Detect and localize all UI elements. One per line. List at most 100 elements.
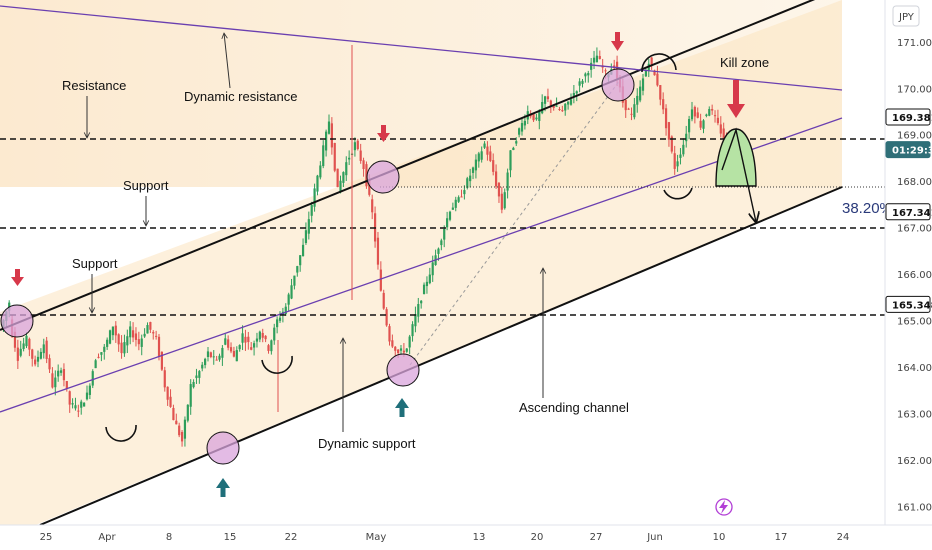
channel-lower-line [39, 186, 843, 526]
candle-body [477, 153, 480, 162]
candle-body [371, 199, 374, 213]
candle-body [22, 343, 25, 350]
candle-body [143, 333, 146, 337]
price-tick-label: 170.000 [897, 84, 932, 95]
candle-body [448, 211, 452, 220]
candle-body [42, 344, 45, 354]
candle-body [155, 335, 158, 337]
candle-body [25, 335, 28, 347]
candle-body [345, 162, 348, 176]
candle-body [123, 342, 126, 354]
candle-body [250, 347, 253, 350]
price-tick-label: 169.000 [897, 131, 932, 142]
candle-body [224, 338, 227, 345]
candle-body [590, 62, 593, 70]
candle-body [227, 339, 230, 348]
lightning-icon[interactable] [715, 498, 733, 516]
candle-body [327, 121, 331, 134]
candle-body [149, 322, 152, 330]
candle-body [244, 336, 247, 343]
candle-body [59, 370, 63, 373]
candle-body [206, 351, 210, 358]
candle-body [584, 73, 587, 77]
candle-body [299, 255, 302, 266]
candle-body [535, 117, 538, 120]
candle-body [114, 325, 117, 336]
candle-body [469, 175, 472, 182]
candle-body [696, 112, 699, 118]
candle-body [296, 266, 299, 273]
price-label-box [885, 141, 931, 159]
currency-box [892, 5, 920, 27]
candle-body [656, 73, 659, 86]
candle-body [157, 336, 161, 357]
candle-body [549, 100, 552, 106]
price-tick-label: 166.000 [897, 270, 932, 281]
candle-body [160, 351, 163, 370]
candle-body [644, 69, 647, 77]
candle-body [523, 120, 526, 126]
candle-body [463, 190, 466, 195]
candle-body [316, 175, 319, 192]
candle-body [679, 154, 682, 158]
candle-body [83, 402, 86, 407]
candle-body [659, 85, 662, 100]
price-labels: 169.381 167.341 165.348 01:29:30 [885, 108, 932, 313]
candle-body [693, 106, 696, 117]
support-upper-label: Support [123, 178, 169, 193]
time-tick-label: 13 [473, 532, 486, 543]
candle-body [238, 345, 241, 350]
candle-body [339, 180, 342, 193]
candle-body [192, 382, 195, 388]
candle-body [641, 78, 645, 91]
candle-body [310, 205, 313, 216]
candle-body [152, 332, 155, 334]
candle-body [359, 150, 362, 161]
dynamic-support-line [0, 117, 843, 413]
candle-body [166, 386, 169, 400]
candle-body [437, 248, 440, 254]
candle-body [489, 151, 492, 161]
channel-fill [0, 0, 842, 540]
candle-body [379, 269, 382, 291]
candle-body [411, 324, 414, 337]
candle-body [51, 373, 54, 388]
candle-body [100, 352, 103, 355]
down-arrow-icon [611, 32, 624, 51]
candle-body [126, 336, 129, 346]
candle-body [255, 338, 259, 342]
candle-body [325, 131, 328, 151]
candle-body [440, 240, 443, 246]
candle-body [676, 161, 679, 167]
candle-body [261, 332, 264, 338]
candle-body [273, 327, 276, 341]
candle-body [131, 330, 135, 338]
candle-body [431, 262, 434, 276]
candle-body [368, 180, 371, 195]
price-tick-label: 167.000 [897, 224, 932, 235]
touch-arc [663, 187, 693, 200]
price-axis[interactable] [885, 0, 932, 525]
candle-body [702, 120, 705, 129]
price-label-box [885, 108, 931, 126]
candle-body [178, 425, 181, 436]
time-tick-label: 20 [531, 532, 544, 543]
candle-body [494, 171, 498, 187]
candle-body [446, 218, 449, 228]
candle-body [77, 410, 80, 412]
candle-body [667, 122, 671, 140]
candle-body [460, 196, 463, 198]
candle-body [492, 160, 495, 172]
time-tick-label: 25 [40, 532, 53, 543]
candle-body [391, 340, 394, 347]
price-label-box [885, 295, 931, 313]
candle-body [399, 348, 403, 351]
fib-diagonal-line [409, 79, 621, 366]
touch-circle [0, 304, 34, 338]
candle-body [587, 73, 590, 76]
candle-body [422, 284, 426, 295]
candle-body [201, 364, 204, 369]
time-axis[interactable] [0, 525, 932, 550]
touch-arc [641, 53, 677, 73]
